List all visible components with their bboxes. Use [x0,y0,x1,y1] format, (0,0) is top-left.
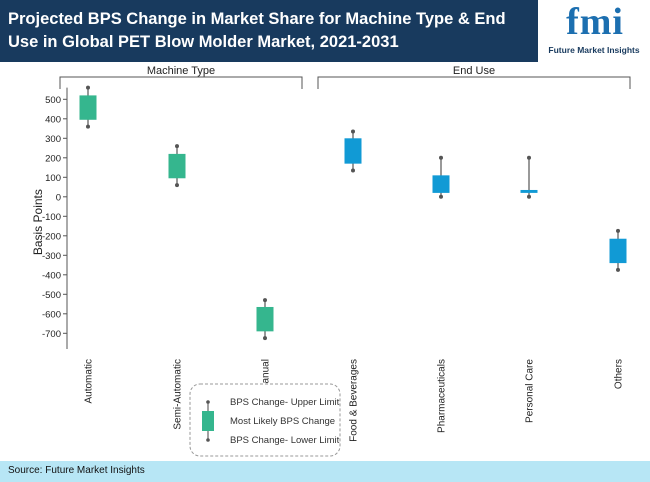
category-label: Manual [261,359,272,392]
bps-change-chart: 500 400 300 200 100 0 -100 -200 -300 -400 -500 -600… [31,65,631,457]
y-tick-label: 300 [45,134,61,145]
upper-limit-point [263,298,267,303]
lower-limit-point [175,183,179,188]
y-tick-label: 0 [56,192,61,203]
header-banner: Projected BPS Change in Market Share for… [0,0,650,62]
footer-bar: Source: Future Market Insights [0,461,650,482]
logo-letters: fmi [566,1,624,43]
legend-box-swatch [202,411,214,431]
y-tick-label: 400 [45,114,61,125]
upper-limit-point [439,155,443,160]
y-axis-title: Basis Points [31,189,45,255]
lower-limit-point [263,336,267,341]
legend-lower-label: BPS Change- Lower Limit [230,435,340,446]
y-tick-label: -200 [42,231,61,242]
chart-title: Projected BPS Change in Market Share for… [8,10,506,51]
upper-limit-point [86,85,90,90]
group-bracket [317,76,631,89]
category-label: Personal Care [525,359,536,423]
likely-range-box [168,153,186,179]
y-tick-label: 100 [45,173,61,184]
likely-range-box [79,95,97,120]
legend-lower-point [206,438,210,442]
y-tick-label: 500 [45,95,61,106]
category-label: Food & Beverages [349,359,360,442]
category-label: Semi-Automatic [173,359,184,430]
category-label: Pharmaceuticals [437,359,448,433]
likely-range-box [344,138,362,164]
y-tick-label: -500 [42,290,61,301]
y-tick-label: -300 [42,251,61,262]
y-tick-label: -600 [42,309,61,320]
legend-mid-label: Most Likely BPS Change [230,416,335,427]
category-label: Automatic [84,359,95,403]
lower-limit-point [439,194,443,199]
lower-limit-point [527,194,531,199]
legend-upper-point [206,400,210,404]
likely-range-box [520,189,538,193]
upper-limit-point [351,129,355,134]
y-tick-label: 200 [45,153,61,164]
lower-limit-point [351,168,355,173]
upper-limit-point [616,228,620,233]
group-label: Machine Type [147,65,215,77]
lower-limit-point [616,267,620,272]
group-label: End Use [453,65,495,77]
y-tick-label: -100 [42,212,61,223]
source-note: Source: Future Market Insights [8,465,145,476]
logo-company-name: Future Market Insights [548,45,640,55]
likely-range-box [256,306,274,332]
legend-box [189,383,341,457]
category-label: Others [614,359,625,389]
upper-limit-point [527,155,531,160]
legend-upper-label: BPS Change- Upper Limit [230,397,340,408]
fmi-logo: fmi Future Market Insights [538,0,650,62]
lower-limit-point [86,124,90,129]
group-bracket [59,76,303,89]
upper-limit-point [175,144,179,149]
likely-range-box [432,175,450,193]
likely-range-box [609,238,627,264]
y-tick-label: -700 [42,329,61,340]
y-tick-label: -400 [42,270,61,281]
